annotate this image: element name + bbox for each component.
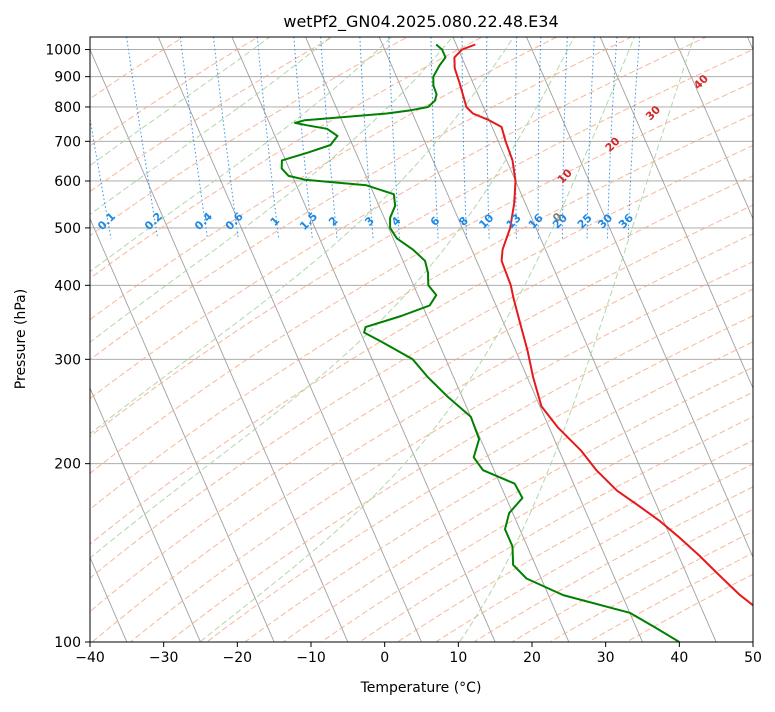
x-axis-title: Temperature (°C) bbox=[360, 680, 482, 696]
sounding-profiles bbox=[282, 45, 775, 643]
x-tick-label: 50 bbox=[744, 650, 762, 666]
dry-adiabat-line bbox=[603, 25, 775, 655]
y-tick-label: 600 bbox=[54, 174, 81, 190]
x-tick-label: 20 bbox=[523, 650, 541, 666]
moist-adiabat-line bbox=[0, 25, 580, 642]
mixing-ratio-line bbox=[487, 25, 490, 238]
x-tick-label: −10 bbox=[296, 650, 326, 666]
dry-adiabat-line bbox=[453, 25, 775, 655]
moist-adiabat-label: 30 bbox=[643, 103, 663, 123]
mixing-ratio-label: 1.5 bbox=[297, 210, 320, 233]
moist-adiabat-label: 10 bbox=[555, 166, 575, 186]
mixing-ratio-line bbox=[462, 25, 467, 238]
moist-adiabat-label: 20 bbox=[603, 134, 623, 154]
temperature-profile bbox=[454, 45, 775, 643]
mixing-ratio-label: 0.4 bbox=[192, 210, 215, 233]
moist-adiabat-label: 40 bbox=[691, 72, 711, 92]
moist-adiabat-line bbox=[0, 25, 345, 642]
mixing-ratio-line bbox=[212, 25, 238, 238]
y-tick-label: 700 bbox=[54, 134, 81, 150]
dry-adiabat-line bbox=[0, 25, 505, 655]
mixing-ratio-line bbox=[516, 25, 517, 238]
moist-adiabat-line bbox=[0, 25, 286, 642]
mixing-ratio-label: 30 bbox=[595, 211, 615, 231]
isotherm-line bbox=[669, 25, 775, 655]
y-tick-label: 100 bbox=[54, 635, 81, 651]
x-tick-label: 0 bbox=[380, 650, 389, 666]
mixing-ratio-label: 1 bbox=[268, 214, 283, 229]
x-tick-label: −30 bbox=[149, 650, 179, 666]
dry-adiabat-line bbox=[39, 25, 775, 655]
mixing-ratio-label: 3 bbox=[362, 214, 377, 229]
x-tick-label: 40 bbox=[670, 650, 688, 666]
dry-adiabat-line bbox=[0, 25, 354, 655]
isotherm-line bbox=[300, 25, 574, 655]
x-tick-label: 10 bbox=[449, 650, 467, 666]
y-tick-label: 800 bbox=[54, 100, 81, 116]
dry-adiabat-line bbox=[0, 25, 657, 655]
mixing-ratio-line bbox=[320, 25, 337, 238]
plot-frame bbox=[90, 37, 753, 642]
x-tick-label: −40 bbox=[75, 650, 105, 666]
moist-adiabat-line bbox=[0, 25, 521, 642]
mixing-ratio-label: 2 bbox=[326, 214, 341, 229]
dry-adiabat-line bbox=[77, 25, 775, 655]
dry-adiabat-line bbox=[0, 25, 430, 655]
moist-adiabat-line bbox=[200, 25, 639, 642]
mixing-ratio-label: 36 bbox=[616, 211, 636, 231]
y-tick-label: 500 bbox=[54, 221, 81, 237]
y-tick-label: 300 bbox=[54, 352, 81, 368]
mixing-ratio-label: 4 bbox=[389, 214, 404, 229]
mixing-ratio-line bbox=[256, 25, 279, 238]
y-tick-label: 1000 bbox=[45, 43, 81, 59]
isotherm-line bbox=[595, 25, 775, 655]
isotherm-line bbox=[374, 25, 648, 655]
mixing-ratio-line bbox=[431, 25, 438, 238]
mixing-ratio-line bbox=[293, 25, 312, 238]
mixing-ratio-line bbox=[538, 25, 541, 238]
dry-adiabat-line bbox=[2, 25, 775, 655]
isotherm-line bbox=[0, 25, 206, 655]
isotherm-line bbox=[0, 25, 59, 655]
mixing-ratio-label: 13 bbox=[504, 211, 524, 231]
y-axis-title: Pressure (hPa) bbox=[13, 289, 29, 389]
mixing-ratio-label: 25 bbox=[575, 211, 595, 231]
dewpoint-profile bbox=[282, 45, 680, 643]
dry-adiabat-line bbox=[190, 25, 775, 655]
background-lines bbox=[0, 25, 775, 655]
isotherm-line bbox=[6, 25, 280, 655]
mixing-ratio-label: 16 bbox=[526, 211, 546, 231]
isotherm-line bbox=[153, 25, 427, 655]
mixing-ratio-label: 10 bbox=[476, 211, 496, 231]
y-tick-label: 900 bbox=[54, 70, 81, 86]
mixing-ratio-label: 6 bbox=[428, 214, 443, 229]
x-tick-label: −20 bbox=[223, 650, 253, 666]
line-labels: 0.10.20.40.611.52346810131620253036-100-… bbox=[0, 72, 711, 632]
chart-title: wetPf2_GN04.2025.080.22.48.E34 bbox=[283, 12, 558, 32]
y-tick-label: 200 bbox=[54, 457, 81, 473]
dry-adiabat-line bbox=[0, 25, 202, 655]
dry-adiabat-label: -10 bbox=[8, 231, 31, 255]
dry-adiabat-line bbox=[0, 25, 732, 655]
x-tick-label: 30 bbox=[597, 650, 615, 666]
moist-adiabat-line bbox=[0, 25, 462, 642]
isotherm-line bbox=[742, 25, 775, 655]
y-tick-label: 400 bbox=[54, 278, 81, 294]
dry-adiabat-line bbox=[152, 25, 775, 655]
isotherm-line bbox=[227, 25, 501, 655]
